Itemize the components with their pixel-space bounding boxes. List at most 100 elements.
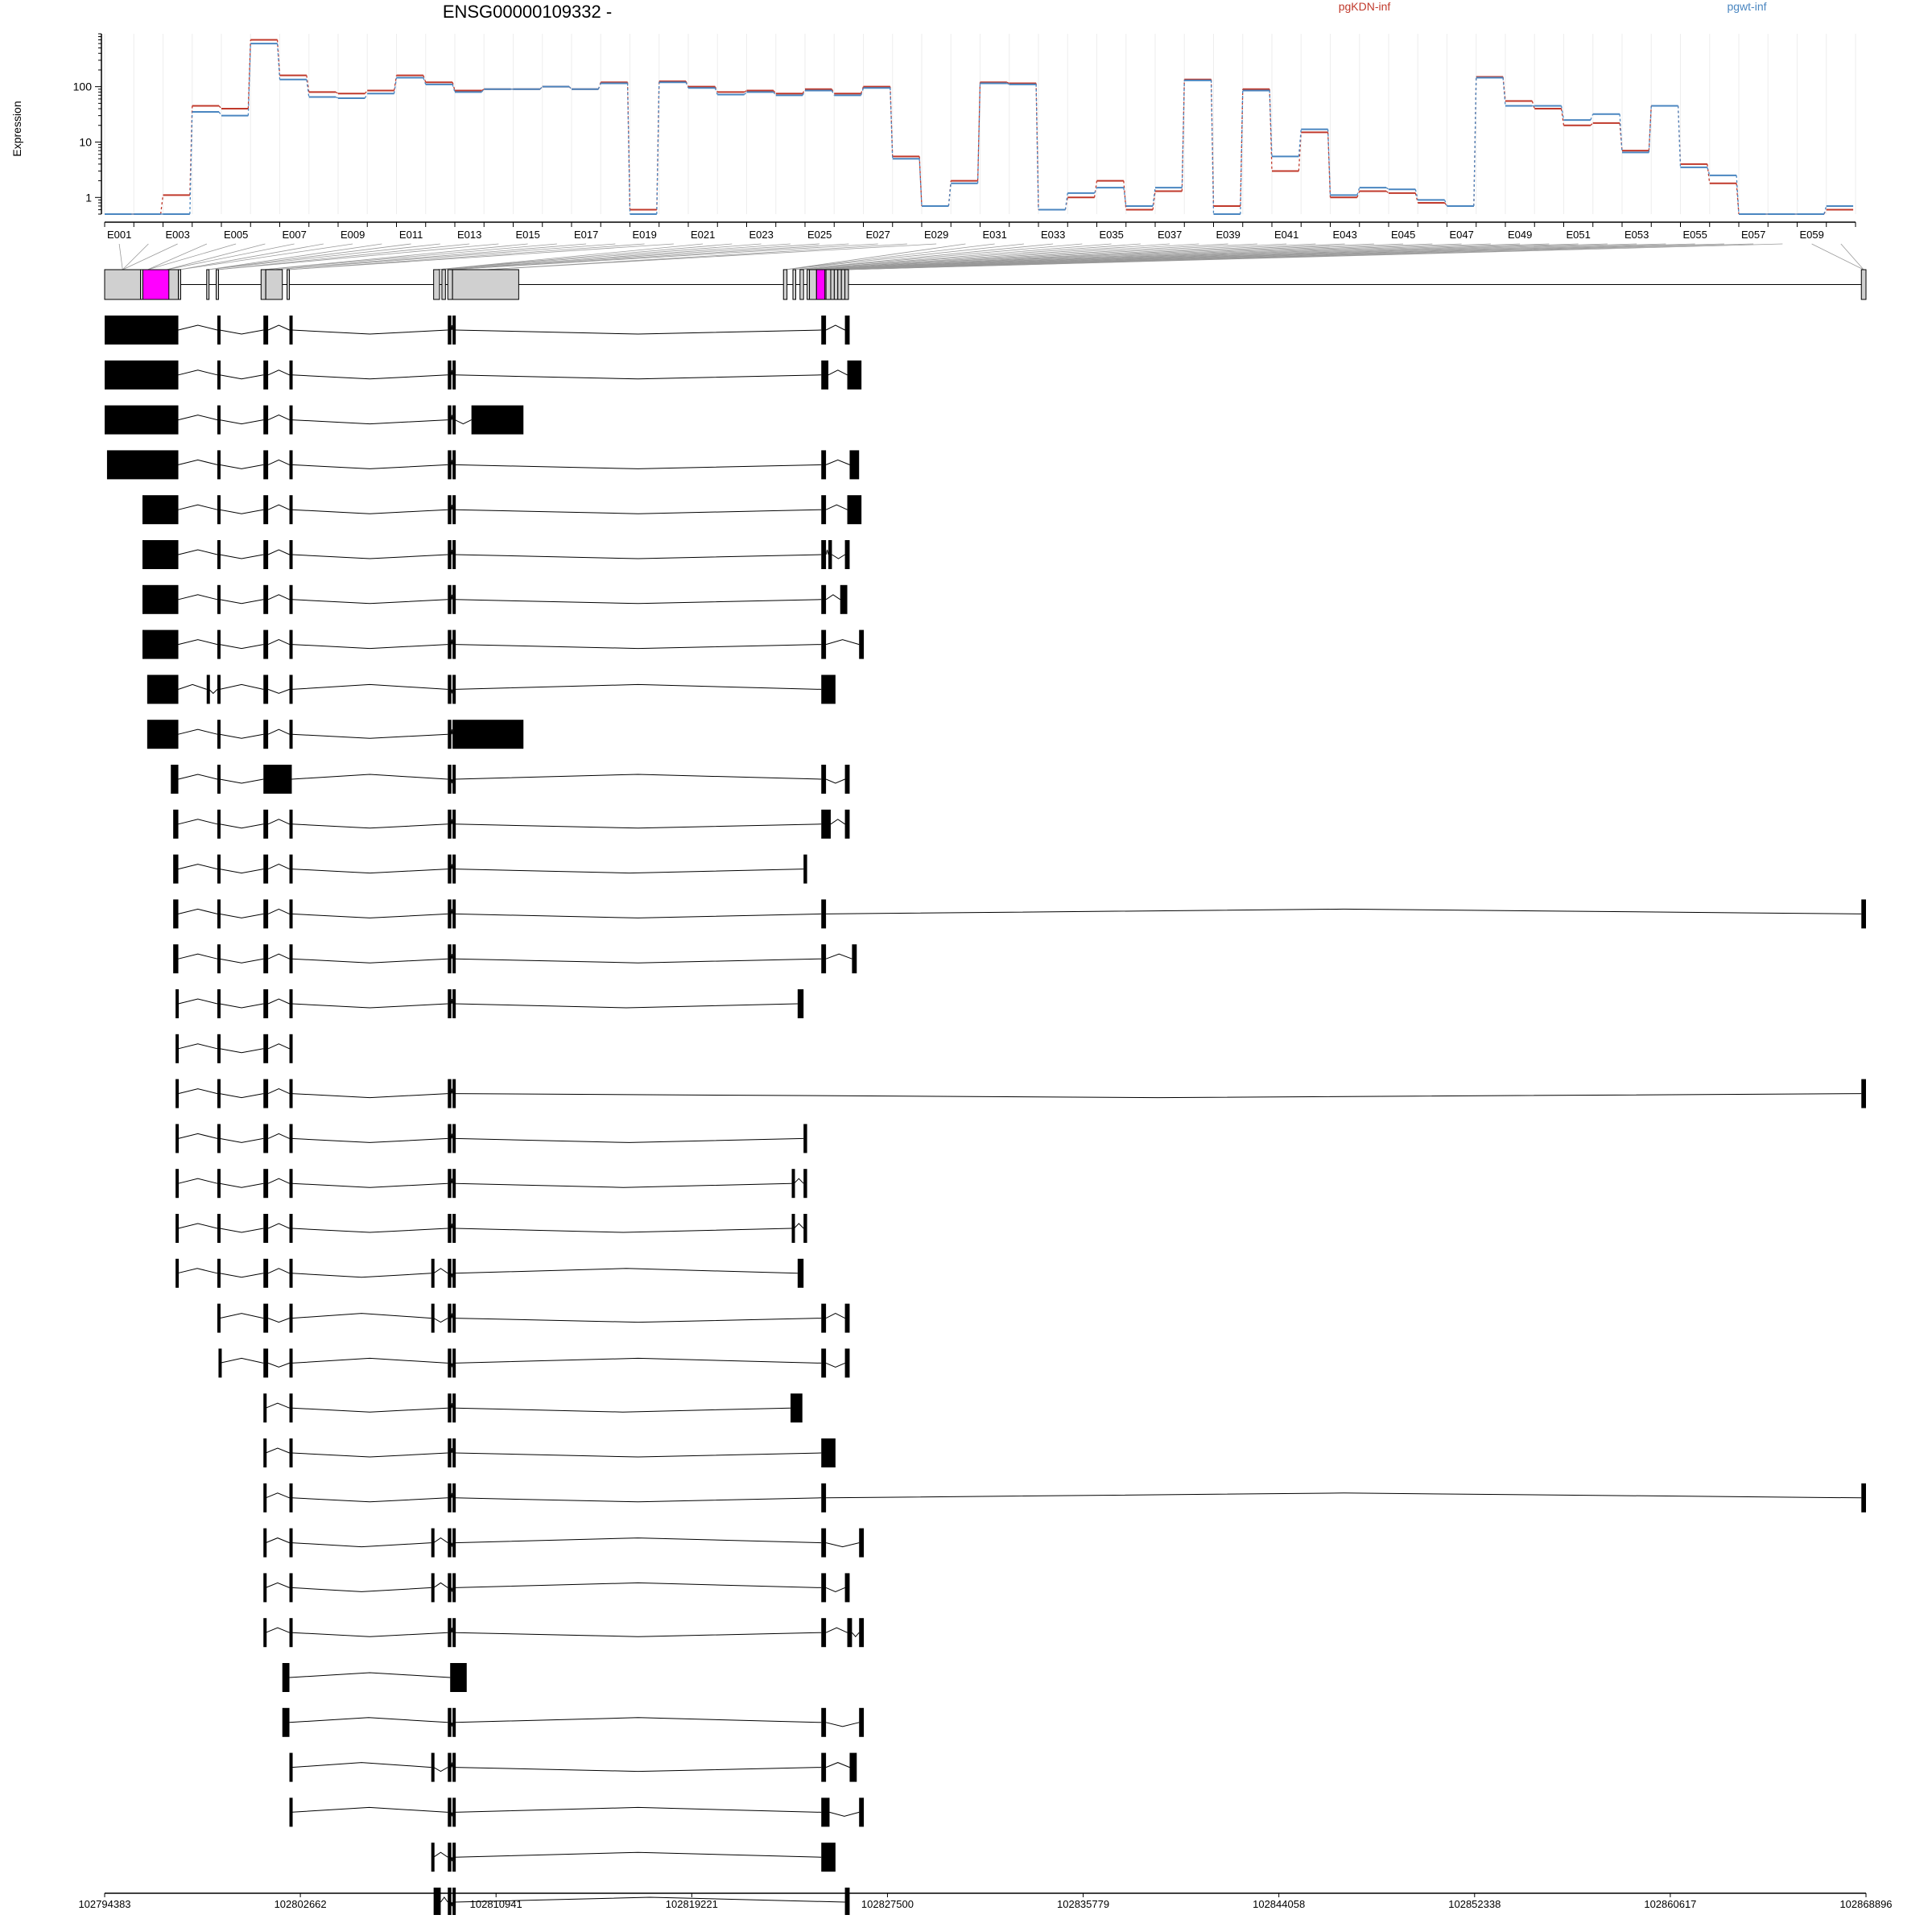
exon-block bbox=[263, 1079, 269, 1108]
intron bbox=[829, 1811, 860, 1817]
meta-exon bbox=[287, 269, 291, 300]
exon-block bbox=[289, 1752, 293, 1782]
intron bbox=[291, 1632, 448, 1637]
intron bbox=[178, 1043, 218, 1050]
meta-exon bbox=[799, 269, 804, 300]
exon-block bbox=[452, 540, 456, 569]
exon-label: E041 bbox=[1274, 229, 1298, 241]
exon-block bbox=[289, 1438, 293, 1467]
intron bbox=[825, 1627, 848, 1633]
series-step-pgKDN-inf bbox=[1590, 122, 1594, 126]
intron bbox=[178, 504, 218, 510]
meta-exon bbox=[452, 269, 519, 300]
exon-connector bbox=[208, 243, 382, 270]
series-step-pgwt-inf bbox=[481, 89, 485, 93]
exon-block bbox=[821, 1528, 827, 1558]
transcript-row bbox=[142, 629, 865, 659]
intron bbox=[825, 778, 845, 784]
intron bbox=[291, 774, 448, 780]
series-step-pgwt-inf bbox=[335, 96, 339, 99]
exon-block bbox=[448, 1169, 452, 1199]
exon-label: E021 bbox=[691, 229, 715, 241]
exon-connector bbox=[819, 243, 1345, 270]
intron bbox=[219, 869, 264, 874]
exon-block bbox=[448, 1124, 452, 1153]
genomic-tick-label: 102827500 bbox=[861, 1898, 914, 1910]
intron bbox=[825, 324, 845, 331]
intron bbox=[219, 1003, 264, 1009]
exon-block bbox=[847, 360, 862, 390]
meta-exon bbox=[782, 269, 788, 300]
series-step-pgwt-inf bbox=[218, 111, 222, 116]
intron bbox=[219, 1357, 264, 1364]
legend-entry-pgkdn-inf: pgKDN-inf bbox=[1339, 0, 1391, 13]
exon-block bbox=[821, 360, 829, 390]
y-axis-label: Expression bbox=[10, 101, 23, 156]
exon-block bbox=[433, 1888, 441, 1917]
exon-block bbox=[106, 450, 179, 480]
transcript-row bbox=[147, 675, 836, 704]
intron bbox=[289, 1672, 451, 1678]
exon-block bbox=[803, 1214, 807, 1243]
intron bbox=[291, 599, 448, 605]
series-step-pgwt-inf bbox=[1152, 188, 1156, 207]
exon-label: E047 bbox=[1449, 229, 1473, 241]
intron bbox=[176, 1268, 218, 1274]
intron bbox=[291, 1762, 431, 1768]
intron bbox=[291, 374, 448, 380]
exon-block bbox=[217, 540, 221, 569]
exon-connector bbox=[785, 243, 1024, 270]
exon-block bbox=[289, 495, 293, 525]
intron bbox=[267, 415, 290, 421]
meta-exon bbox=[830, 269, 835, 300]
intron bbox=[267, 459, 290, 465]
intron bbox=[265, 1537, 290, 1544]
intron bbox=[291, 1452, 448, 1458]
intron bbox=[265, 1627, 290, 1633]
exon-block bbox=[263, 1348, 269, 1378]
exon-block bbox=[289, 584, 293, 614]
exon-block bbox=[217, 629, 221, 659]
exon-block bbox=[821, 899, 827, 929]
series-step-pgKDN-inf bbox=[423, 75, 427, 83]
intron bbox=[433, 1767, 448, 1772]
series-step-pgwt-inf bbox=[539, 86, 543, 90]
exon-connector bbox=[208, 243, 411, 270]
exon-block bbox=[448, 1348, 452, 1378]
series-step-pgwt-inf bbox=[1414, 189, 1418, 200]
exon-connector bbox=[436, 243, 733, 270]
genomic-tick-label: 102835779 bbox=[1057, 1898, 1109, 1910]
exon-block bbox=[452, 1888, 456, 1917]
series-step-pgwt-inf bbox=[1707, 167, 1711, 176]
intron bbox=[455, 774, 822, 780]
intron bbox=[178, 415, 218, 421]
exon-block bbox=[859, 1707, 865, 1737]
exon-connector bbox=[828, 243, 1462, 270]
exon-label: E001 bbox=[107, 229, 131, 241]
intron bbox=[291, 1093, 448, 1099]
intron bbox=[267, 953, 290, 960]
series-step-pgKDN-inf bbox=[1736, 183, 1740, 215]
intron bbox=[267, 324, 290, 331]
series-step-pgwt-inf bbox=[890, 88, 894, 159]
genomic-tick-label: 102819221 bbox=[666, 1898, 718, 1910]
exon-connector bbox=[166, 243, 266, 270]
exon-block bbox=[821, 1483, 827, 1513]
transcript-row bbox=[282, 1707, 865, 1737]
exon-block bbox=[173, 944, 179, 974]
exon-label: E031 bbox=[982, 229, 1006, 241]
intron bbox=[433, 1582, 448, 1588]
series-step-pgwt-inf bbox=[1210, 80, 1215, 215]
exon-block bbox=[105, 405, 179, 435]
exon-block bbox=[263, 1483, 267, 1513]
intron bbox=[455, 464, 822, 469]
series-step-pgwt-inf bbox=[976, 83, 981, 184]
exon-block bbox=[448, 1797, 452, 1827]
exon-block bbox=[142, 584, 179, 614]
exon-block bbox=[217, 450, 221, 480]
exon-block bbox=[452, 675, 456, 704]
exon-block bbox=[289, 1618, 293, 1648]
exon-block bbox=[263, 540, 269, 569]
highlight-exon bbox=[815, 269, 826, 300]
